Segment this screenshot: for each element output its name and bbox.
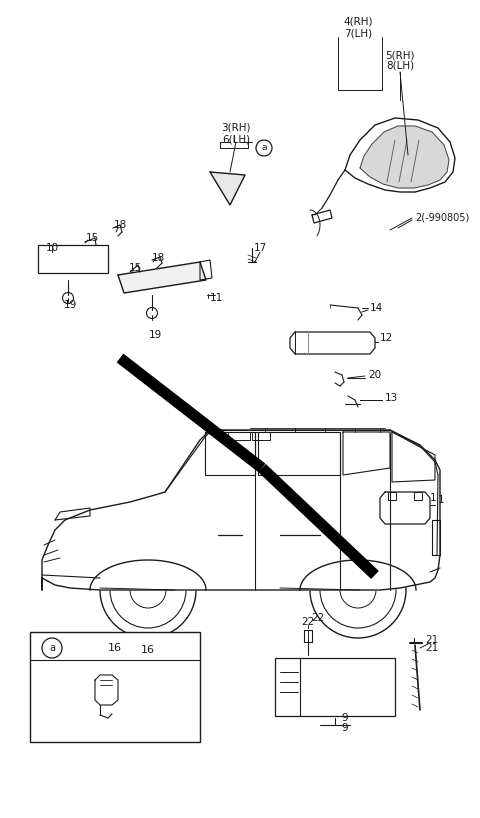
Polygon shape xyxy=(118,262,206,293)
Text: 1: 1 xyxy=(438,495,444,505)
Text: 3(RH): 3(RH) xyxy=(221,123,251,133)
Text: 17: 17 xyxy=(253,243,266,253)
Text: a: a xyxy=(49,643,55,653)
Text: 19: 19 xyxy=(148,330,162,340)
Text: 12: 12 xyxy=(380,333,393,343)
Text: 9: 9 xyxy=(342,713,348,723)
Text: 7(LH): 7(LH) xyxy=(344,28,372,38)
Text: 22: 22 xyxy=(301,617,314,627)
Text: 18: 18 xyxy=(113,220,127,230)
Text: 21: 21 xyxy=(425,635,439,645)
Text: 5(RH): 5(RH) xyxy=(385,50,415,60)
Polygon shape xyxy=(360,126,449,188)
Text: 22: 22 xyxy=(312,613,324,623)
Text: 18: 18 xyxy=(151,253,165,263)
Text: 8(LH): 8(LH) xyxy=(386,61,414,71)
Text: 9: 9 xyxy=(342,723,348,733)
Text: 13: 13 xyxy=(385,393,398,403)
Text: 20: 20 xyxy=(368,370,381,380)
Text: 16: 16 xyxy=(141,645,155,655)
Text: 15: 15 xyxy=(128,263,142,273)
Text: 4(RH): 4(RH) xyxy=(343,17,373,27)
Text: 2(-990805): 2(-990805) xyxy=(415,213,469,223)
Bar xyxy=(275,658,395,716)
Text: 11: 11 xyxy=(210,293,223,303)
Bar xyxy=(38,245,108,273)
Text: 15: 15 xyxy=(85,233,98,243)
Text: 14: 14 xyxy=(370,303,383,313)
Text: 6(LH): 6(LH) xyxy=(222,134,250,144)
Text: 16: 16 xyxy=(108,643,122,653)
Text: 1: 1 xyxy=(430,493,437,503)
Text: 21: 21 xyxy=(425,643,439,653)
Polygon shape xyxy=(210,172,245,205)
Text: 10: 10 xyxy=(46,243,59,253)
Text: 19: 19 xyxy=(63,300,77,310)
Polygon shape xyxy=(42,430,440,590)
Bar xyxy=(30,632,200,742)
Text: a: a xyxy=(261,143,267,152)
